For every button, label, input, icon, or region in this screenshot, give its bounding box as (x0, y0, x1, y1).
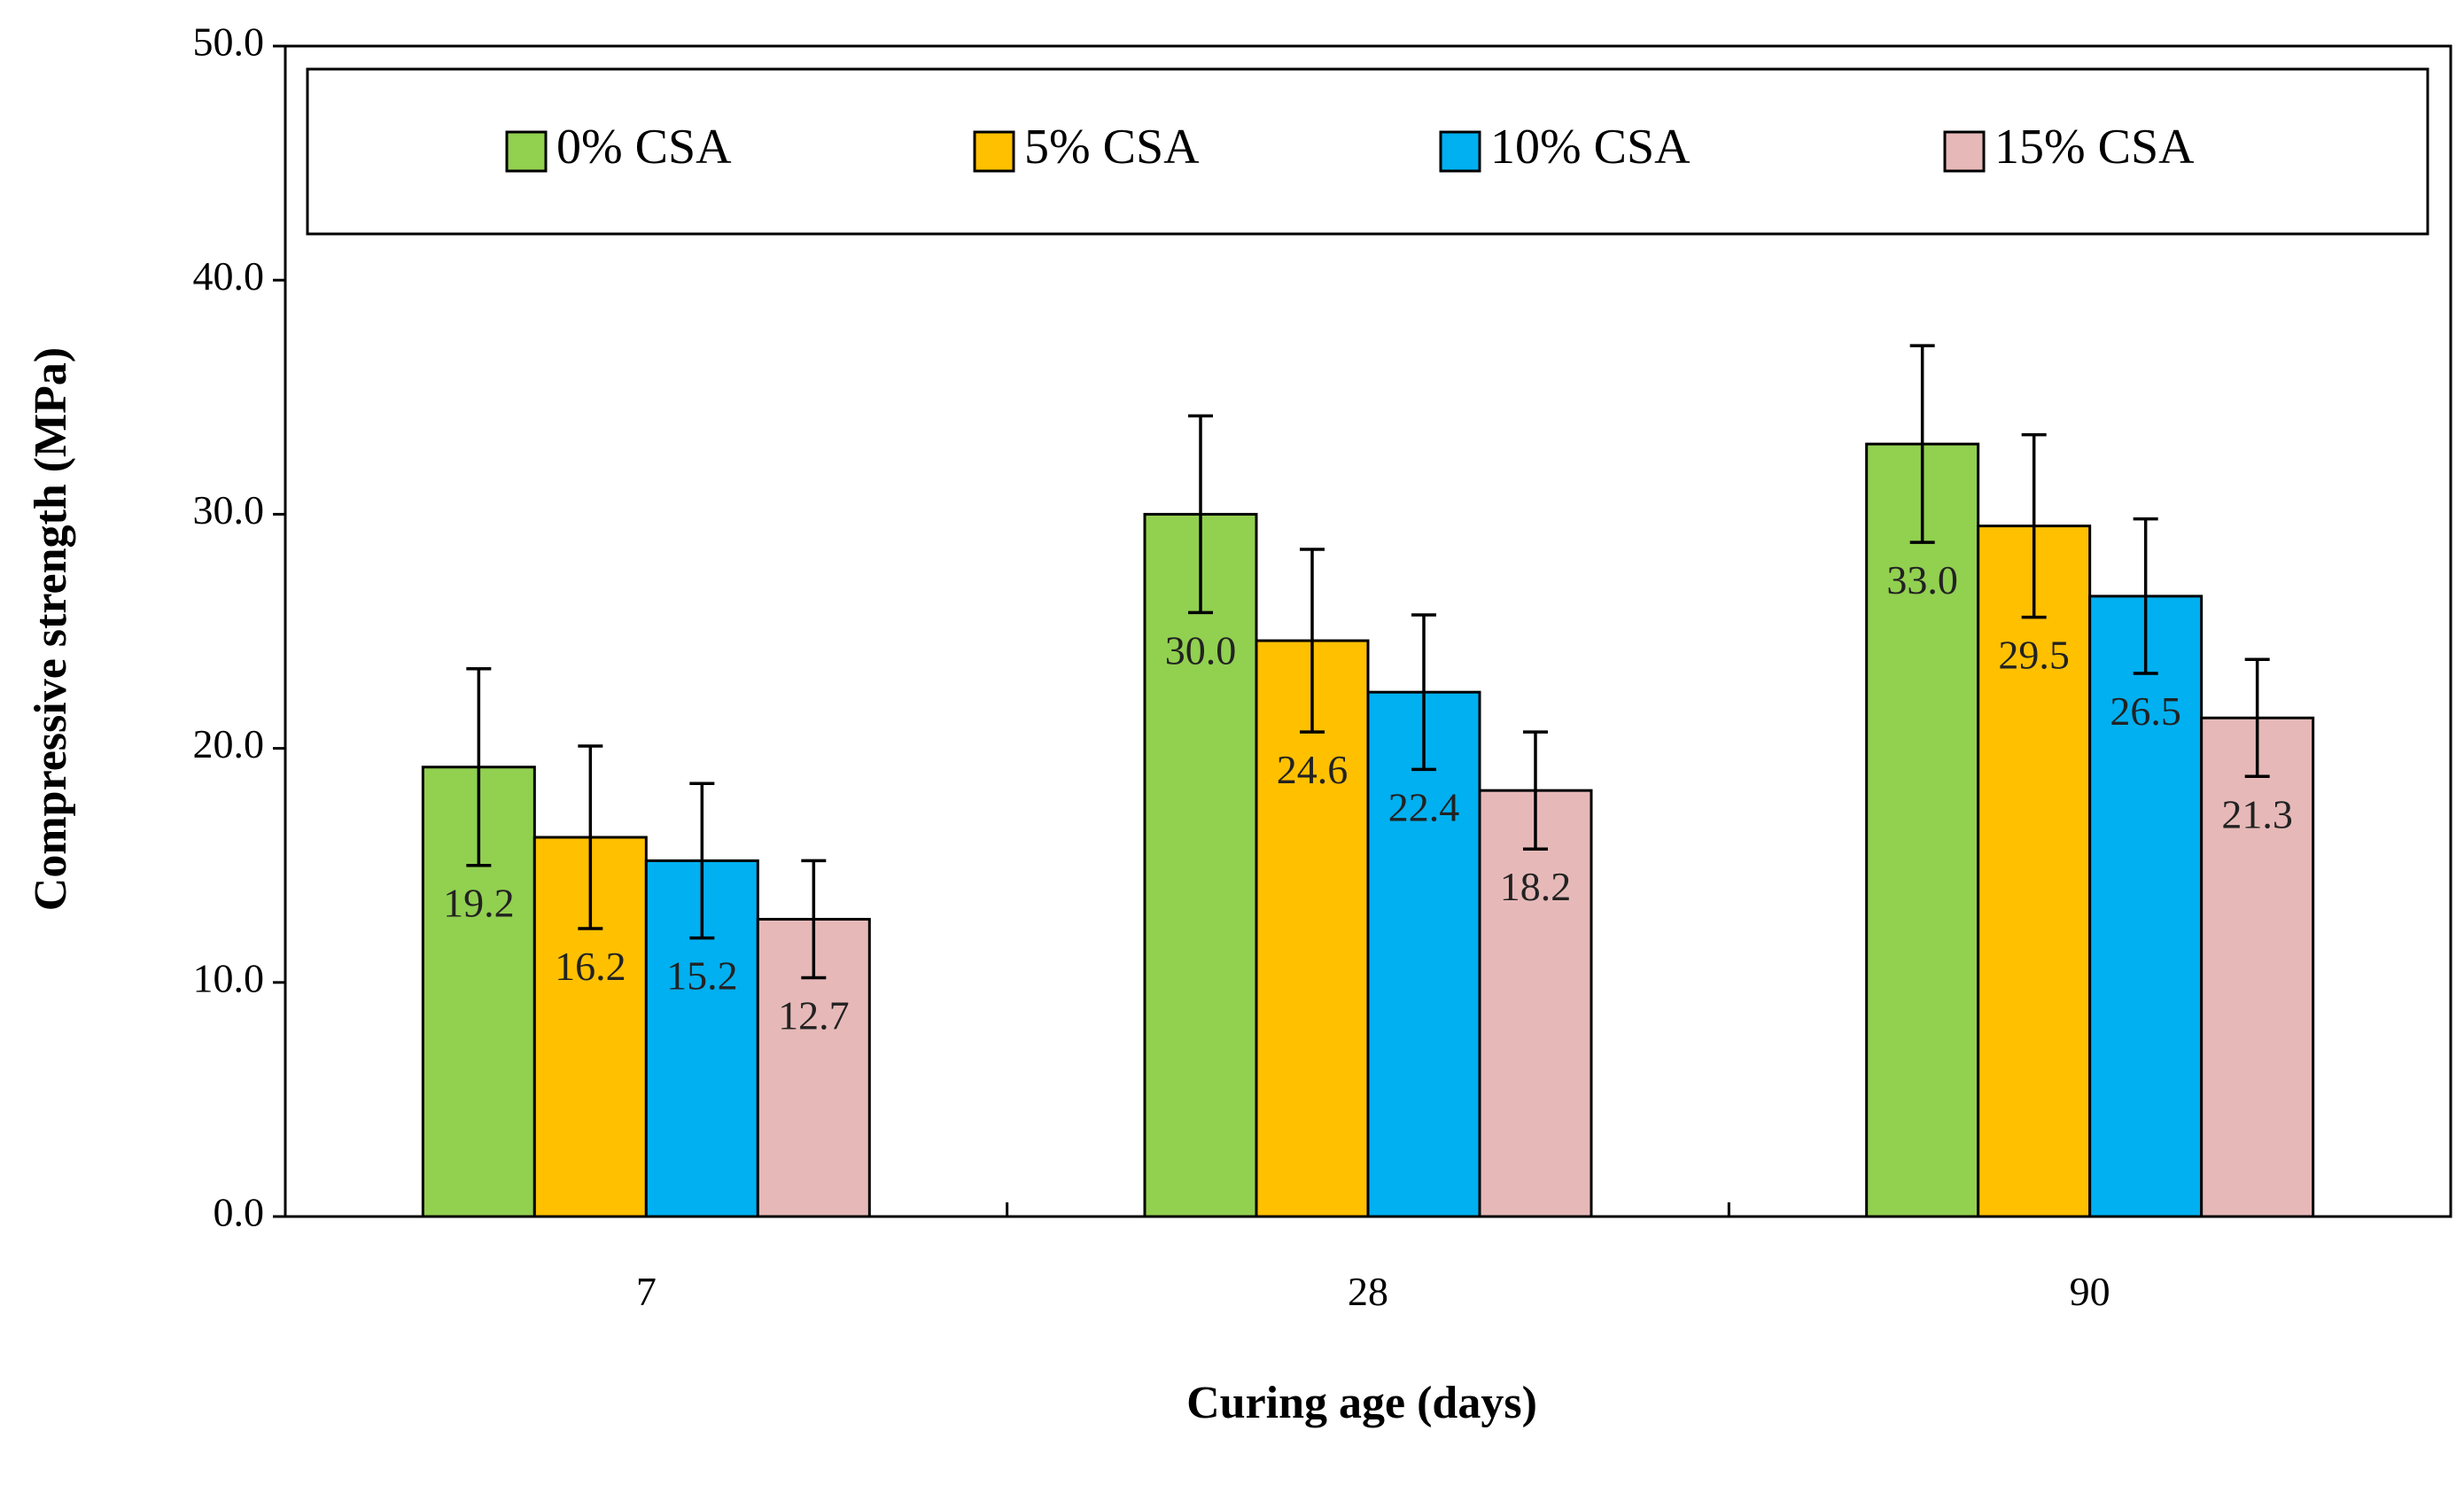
bar (1478, 789, 1593, 1218)
bar (2200, 716, 2315, 1218)
data-label: 16.2 (555, 944, 626, 989)
x-axis-title: Curing age (days) (1186, 1378, 1537, 1428)
error-bars-layer (466, 344, 2270, 980)
data-label: 18.2 (1500, 864, 1572, 909)
legend-swatch (1943, 130, 1986, 173)
y-axis-title: Compressive strength (MPa) (26, 347, 76, 911)
data-label: 19.2 (443, 881, 515, 926)
x-tick-label: 90 (2070, 1269, 2110, 1314)
y-tick-label: 30.0 (193, 487, 265, 533)
y-tick-label: 0.0 (214, 1190, 265, 1235)
data-label: 22.4 (1388, 784, 1460, 829)
data-label: 29.5 (1998, 633, 2070, 678)
data-label: 30.0 (1165, 627, 1237, 673)
legend-label: 0% CSA (556, 120, 732, 175)
data-label: 21.3 (2221, 791, 2293, 836)
x-tick-label: 7 (636, 1269, 657, 1314)
legend-box (306, 67, 2429, 236)
legend-label: 5% CSA (1024, 120, 1200, 175)
y-tick-label: 40.0 (193, 253, 265, 299)
y-tick-label: 10.0 (193, 955, 265, 1000)
legend-swatch (505, 130, 548, 173)
bar (1865, 442, 1980, 1218)
data-label: 15.2 (666, 953, 738, 999)
data-label: 12.7 (778, 993, 850, 1038)
x-tick-label: 28 (1348, 1269, 1388, 1314)
legend: 0% CSA 5% CSA 10% CSA 15% CSA (306, 67, 2429, 236)
bar (1977, 525, 2092, 1218)
y-tick-label: 50.0 (193, 19, 265, 65)
data-label: 26.5 (2110, 688, 2181, 734)
legend-label: 15% CSA (1994, 120, 2195, 175)
data-label: 24.6 (1277, 747, 1349, 792)
bar (2088, 595, 2204, 1218)
legend-label: 10% CSA (1490, 120, 1691, 175)
bar (1143, 512, 1258, 1218)
data-label: 33.0 (1886, 557, 1958, 603)
bars-layer (421, 442, 2315, 1218)
data-labels-layer: 19.2 16.2 15.2 12.7 30.0 24.6 22.4 18.2 33.0 29.5… (443, 557, 2293, 1038)
legend-swatch (973, 130, 1015, 173)
legend-swatch (1439, 130, 1481, 173)
y-tick-label: 20.0 (193, 721, 265, 766)
